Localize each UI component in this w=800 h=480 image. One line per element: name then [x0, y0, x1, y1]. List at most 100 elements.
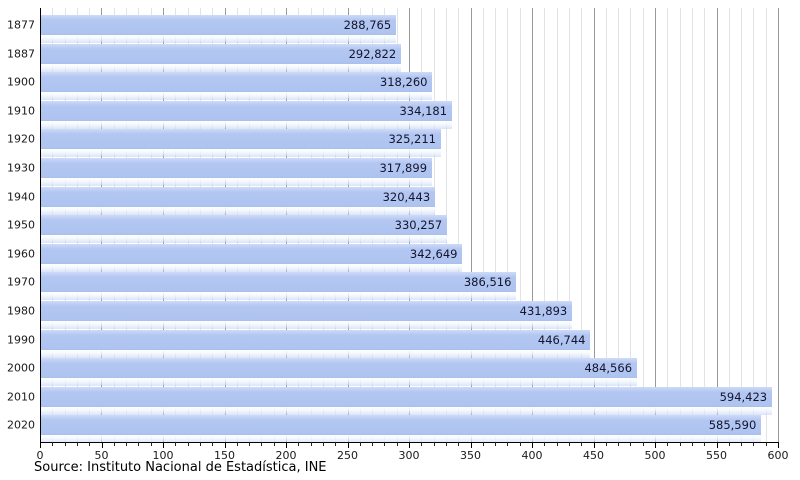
minor-gridline [753, 8, 755, 442]
x-minor-tick [150, 442, 152, 446]
bar-row: 594,423 [41, 386, 779, 416]
bar: 334,181 [41, 100, 453, 121]
x-axis-tick-label: 100 [152, 449, 174, 462]
major-gridline [531, 8, 533, 442]
bar-value-label: 292,822 [348, 46, 397, 61]
x-minor-tick [753, 442, 755, 446]
x-minor-tick [605, 442, 607, 446]
x-minor-tick [679, 442, 681, 446]
x-minor-tick [384, 442, 386, 446]
minor-gridline [507, 8, 509, 442]
major-gridline [655, 8, 656, 442]
bar-row: 318,260 [41, 72, 779, 101]
bar: 292,822 [41, 43, 402, 64]
bar-value-label: 585,590 [708, 418, 757, 433]
x-minor-tick [298, 442, 300, 446]
minor-gridline [704, 8, 706, 442]
bar-row: 330,257 [41, 215, 779, 244]
x-minor-tick [519, 442, 521, 446]
x-major-tick [655, 442, 656, 448]
minor-gridline [605, 8, 607, 442]
bar-row: 292,822 [41, 43, 779, 73]
minor-gridline [667, 8, 669, 442]
bar-value-label: 288,765 [343, 18, 392, 32]
bar-reflection [41, 378, 638, 387]
minor-gridline [679, 8, 681, 442]
bar-row: 585,590 [41, 415, 779, 442]
x-minor-tick [113, 442, 115, 446]
x-minor-tick [64, 442, 66, 446]
bar-value-label: 330,257 [394, 218, 443, 233]
bar: 386,516 [41, 272, 517, 293]
minor-gridline [741, 8, 743, 442]
bar-value-label: 484,566 [584, 361, 633, 376]
x-minor-tick [556, 442, 558, 446]
bar-row: 334,181 [41, 100, 779, 130]
minor-gridline [765, 8, 767, 442]
x-axis-tick-label: 350 [460, 449, 481, 462]
x-minor-tick [212, 442, 214, 446]
x-minor-tick [89, 442, 91, 446]
x-minor-tick [76, 442, 78, 446]
bar-row: 386,516 [41, 272, 779, 301]
bar-value-label: 594,423 [719, 389, 768, 404]
x-minor-tick [335, 442, 337, 446]
bar: 585,590 [41, 415, 762, 436]
y-axis-label: 1950 [7, 218, 35, 232]
x-minor-tick [507, 442, 509, 446]
bar-row: 484,566 [41, 358, 779, 387]
x-axis-tick-label: 150 [214, 449, 235, 462]
bar-reflection [41, 406, 773, 415]
bar-reflection [41, 120, 453, 129]
x-major-tick [40, 442, 41, 448]
bar: 317,899 [41, 158, 433, 178]
bar: 484,566 [41, 358, 638, 379]
bar: 330,257 [41, 215, 448, 236]
bar-reflection [41, 149, 441, 158]
minor-gridline [556, 8, 558, 442]
bar: 431,893 [41, 301, 573, 321]
bar-row: 342,649 [41, 243, 779, 273]
bar-reflection [41, 178, 433, 186]
bar-row: 317,899 [41, 158, 779, 187]
y-axis-label: 1920 [7, 132, 35, 146]
bar-reflection [41, 35, 397, 43]
x-minor-tick [310, 442, 312, 446]
x-minor-tick [372, 442, 374, 446]
bar-value-label: 342,649 [409, 246, 458, 261]
minor-gridline [519, 8, 521, 442]
bar-reflection [41, 292, 517, 301]
x-minor-tick [236, 442, 238, 446]
x-major-tick [593, 442, 595, 448]
bar-reflection [41, 63, 402, 72]
x-minor-tick [261, 442, 263, 446]
x-minor-tick [495, 442, 497, 446]
major-gridline [470, 8, 472, 442]
x-major-tick [532, 442, 533, 448]
x-minor-tick [667, 442, 669, 446]
bar-row: 431,893 [41, 301, 779, 330]
x-minor-tick [482, 442, 484, 446]
y-axis-label: 1887 [7, 47, 35, 61]
x-minor-tick [765, 442, 767, 446]
minor-gridline [728, 8, 730, 442]
x-minor-tick [630, 442, 632, 446]
x-minor-tick [544, 442, 546, 446]
minor-gridline [482, 8, 484, 442]
x-major-tick [286, 442, 287, 448]
x-major-tick [347, 442, 349, 448]
bar-reflection [41, 263, 463, 272]
x-minor-tick [199, 442, 201, 446]
x-minor-tick [359, 442, 361, 446]
major-gridline [593, 8, 595, 442]
plot-area: 288,765 292,822 318,260 334,181 325,211 317,8… [40, 8, 779, 443]
x-major-tick [224, 442, 226, 448]
x-axis-tick-label: 50 [94, 449, 109, 462]
x-major-tick [163, 442, 164, 448]
x-axis-tick-label: 550 [706, 449, 727, 462]
y-axis-label: 1900 [7, 75, 35, 89]
y-axis-label: 1970 [7, 275, 35, 289]
bar-value-label: 386,516 [463, 275, 512, 290]
x-minor-tick [642, 442, 644, 446]
x-minor-tick [728, 442, 730, 446]
